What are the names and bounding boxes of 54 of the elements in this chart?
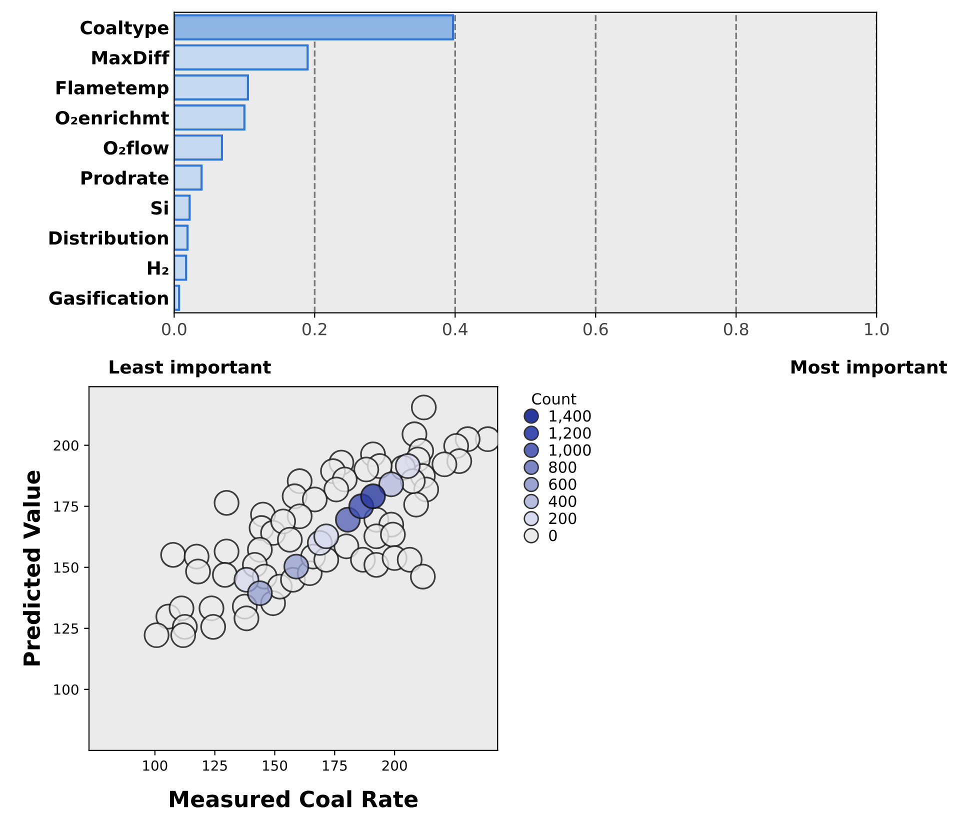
legend-label: 800 <box>549 461 576 473</box>
legend-label: 1,400 <box>550 410 591 424</box>
bar <box>174 14 454 40</box>
y-tick-label: 200 <box>54 440 78 451</box>
y-tick-label: O₂flow <box>104 140 169 155</box>
bar <box>174 104 246 131</box>
y-tick-label: 125 <box>54 623 78 634</box>
bar <box>174 44 309 70</box>
x-tick-label: 125 <box>203 760 227 771</box>
y-tick-label: Coaltype <box>80 20 168 38</box>
point <box>247 580 273 606</box>
point <box>394 453 421 479</box>
bar <box>174 164 203 191</box>
bar <box>174 224 189 251</box>
y-tick-label: Prodrate <box>82 170 168 185</box>
y-tick-label: 150 <box>54 562 78 573</box>
x-axis-title: Measured Coal Rate <box>170 790 418 808</box>
legend-label: 0 <box>549 530 557 542</box>
legend-title: Count <box>532 393 576 405</box>
y-tick-label: O₂enrichmt <box>56 110 169 125</box>
y-tick-label: Distribution <box>49 230 168 245</box>
y-tick-label: Flametemp <box>56 80 168 98</box>
point <box>378 471 404 498</box>
x-tick-label: 175 <box>322 760 347 771</box>
y-tick-label: H₂ <box>148 261 168 275</box>
bar <box>174 74 249 100</box>
x-tick-label: 1.0 <box>865 322 889 336</box>
x-tick-label: 0.0 <box>162 322 186 336</box>
y-tick-label: 175 <box>54 501 78 512</box>
text: Most important <box>792 360 948 378</box>
bar <box>174 254 188 281</box>
y-tick-label: 100 <box>54 684 78 695</box>
y-tick-label: MaxDiff <box>92 50 170 65</box>
point <box>283 554 310 580</box>
x-tick-label: 200 <box>382 760 407 771</box>
x-tick-label: 0.2 <box>302 322 326 336</box>
bar <box>174 134 223 161</box>
legend-label: 400 <box>548 496 576 508</box>
legend-label: 200 <box>549 512 576 524</box>
x-tick-label: 0.6 <box>583 322 608 336</box>
y-tick-label: Gasification <box>49 290 168 305</box>
x-tick-label: 0.4 <box>442 322 468 336</box>
legend-label: 1,000 <box>550 444 591 458</box>
bar <box>174 284 180 311</box>
x-tick-label: 150 <box>263 760 288 771</box>
y-axis-title: Predicted Value <box>22 470 40 666</box>
bar <box>174 194 191 221</box>
y-tick-label: Si <box>151 200 168 215</box>
text: Least important <box>110 360 271 378</box>
point <box>360 483 386 510</box>
legend-label: 1,200 <box>550 427 591 440</box>
x-tick-label: 0.8 <box>724 322 748 336</box>
point <box>313 523 340 550</box>
legend-label: 600 <box>549 478 576 490</box>
